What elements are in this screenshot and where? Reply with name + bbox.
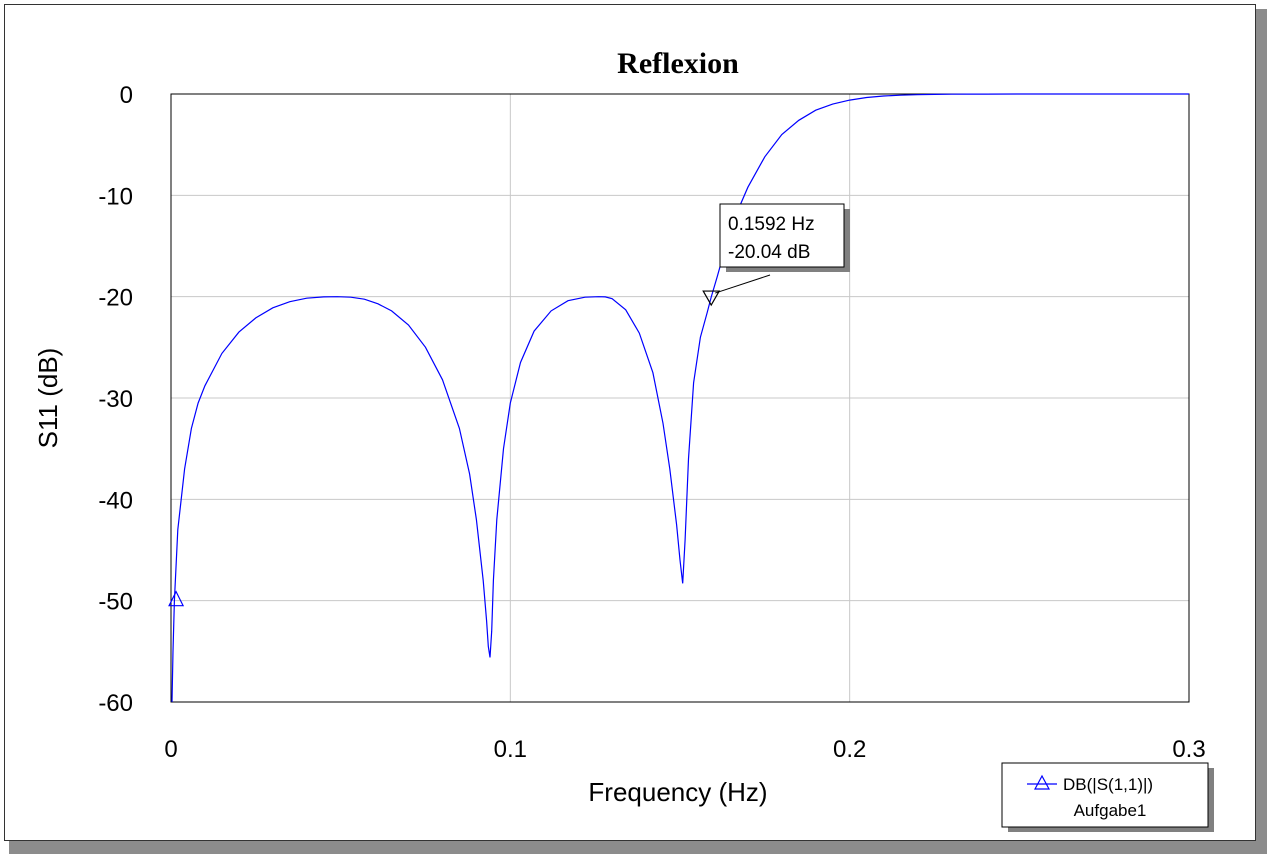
legend-series-label: DB(|S(1,1)|) bbox=[1063, 775, 1153, 794]
x-tick-label: 0.2 bbox=[833, 736, 866, 763]
annotation-point-marker bbox=[702, 290, 721, 307]
legend-source-label: Aufgabe1 bbox=[1074, 801, 1147, 820]
y-tick-label: -60 bbox=[98, 690, 133, 717]
tick-labels: 0 0.1 0.2 0.3 0 -10 -20 -30 -40 -50 -60 bbox=[98, 82, 1205, 763]
y-axis-label: S11 (dB) bbox=[33, 348, 63, 449]
y-tick-label: -50 bbox=[98, 589, 133, 616]
marker-annotation[interactable]: 0.1592 Hz -20.04 dB bbox=[715, 203, 850, 294]
series-marker-triangle bbox=[168, 590, 185, 607]
annotation-value: -20.04 dB bbox=[728, 242, 810, 263]
series-layer bbox=[168, 93, 1189, 703]
y-tick-label: -40 bbox=[98, 487, 133, 514]
y-tick-label: -30 bbox=[98, 386, 133, 413]
legend-box bbox=[1001, 762, 1209, 828]
chart-title: Reflexion bbox=[617, 47, 739, 80]
x-tick-label: 0.1 bbox=[494, 736, 527, 763]
y-tick-label: 0 bbox=[120, 82, 133, 109]
annotation-box bbox=[719, 203, 845, 268]
annotation-leader-line bbox=[715, 274, 771, 294]
legend-triangle-icon bbox=[1033, 774, 1051, 790]
plot-area bbox=[170, 93, 1190, 703]
y-tick-label: -20 bbox=[98, 285, 133, 312]
grid bbox=[171, 94, 1189, 702]
legend[interactable]: DB(|S(1,1)|) Aufgabe1 bbox=[1001, 762, 1214, 832]
annotation-frequency: 0.1592 Hz bbox=[728, 214, 815, 235]
x-tick-label: 0.3 bbox=[1172, 736, 1205, 763]
x-tick-label: 0 bbox=[164, 736, 177, 763]
y-tick-label: -10 bbox=[98, 183, 133, 210]
x-axis-label: Frequency (Hz) bbox=[588, 777, 767, 807]
series-line-s11 bbox=[171, 93, 1189, 703]
